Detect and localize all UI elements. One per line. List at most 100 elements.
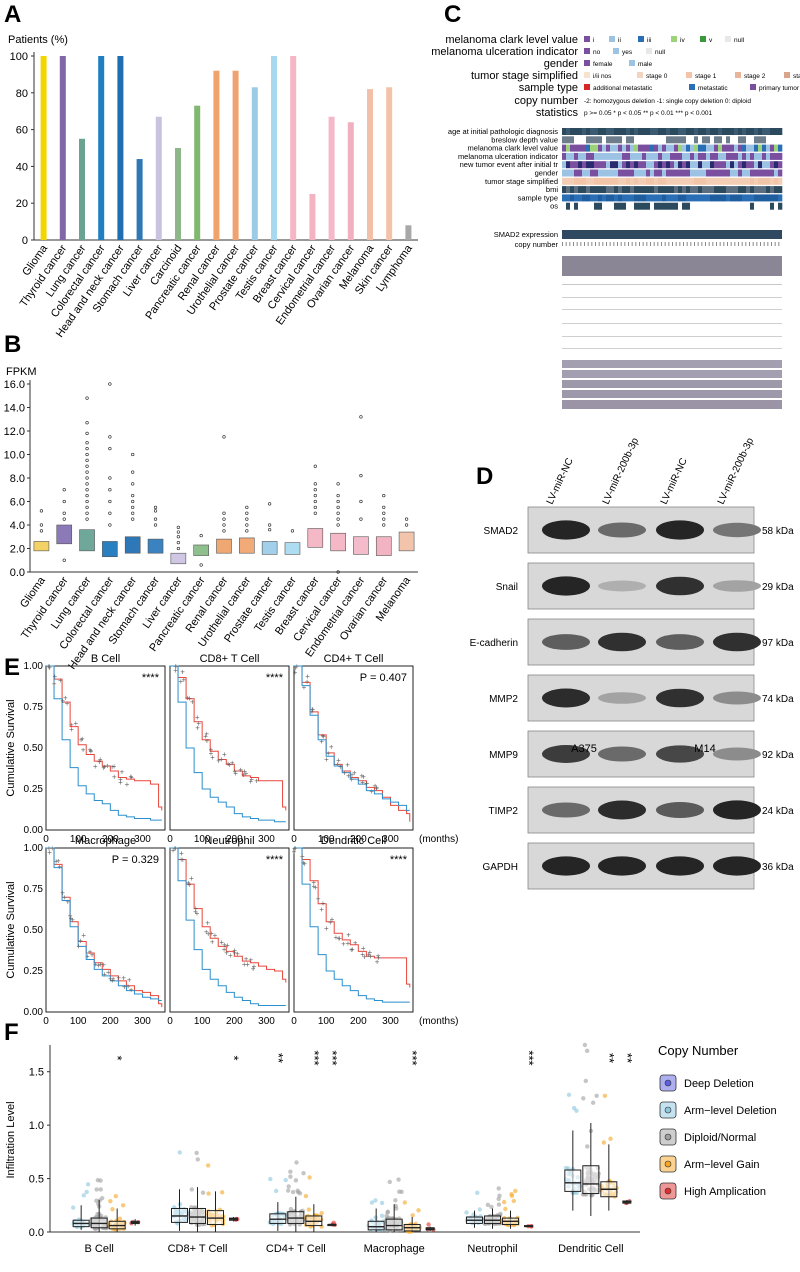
track-band (562, 380, 782, 388)
data-point (387, 1179, 392, 1185)
heatmap-cell (626, 152, 631, 160)
censor-mark: + (88, 745, 93, 754)
survival-frame (293, 847, 414, 1013)
heatmap-cell (590, 194, 595, 202)
data-point (369, 1200, 375, 1205)
blot-band (656, 576, 704, 596)
copy-number-tick (609, 242, 611, 246)
outlier-point (62, 511, 66, 515)
heatmap-cell (690, 136, 695, 144)
censor-mark: + (326, 749, 331, 758)
copy-number-tick (664, 242, 666, 246)
heatmap-cell (626, 194, 631, 202)
box-breast-cancer (307, 528, 324, 548)
legend-label: Deep Deletion (684, 1078, 754, 1090)
box-colorectal-cancer (102, 541, 118, 558)
heatmap-cell (750, 202, 755, 210)
heatmap-cell (618, 161, 623, 169)
data-point (393, 1203, 398, 1209)
censor-mark: + (185, 694, 190, 703)
censor-mark: + (126, 982, 131, 991)
heatmap-cell (614, 144, 619, 152)
heatmap-cell (766, 186, 771, 194)
heatmap-cell (702, 136, 707, 144)
heatmap-cell (662, 152, 667, 160)
heatmap-cell (698, 177, 703, 185)
outlier-point (85, 494, 89, 498)
x-tick-label: 200 (226, 1016, 243, 1027)
km-curve (294, 847, 410, 1003)
heatmap-cell (738, 177, 743, 185)
censor-mark: + (78, 936, 83, 945)
censor-mark: + (376, 951, 381, 960)
heatmap-cell (586, 128, 591, 135)
heatmap-cell (738, 128, 743, 135)
heatmap-cell (586, 186, 591, 194)
significance-stars: * (227, 1055, 242, 1060)
data-point (464, 1210, 469, 1215)
kda-label: 29 kDa (762, 582, 794, 593)
heatmap-cell (602, 194, 607, 202)
bar-liver-cancer (155, 116, 162, 240)
censor-mark: + (195, 713, 200, 722)
censor-mark: + (210, 753, 215, 762)
outlier-point (176, 530, 180, 534)
censor-mark: + (242, 767, 247, 776)
data-point (379, 1213, 385, 1218)
censor-mark: + (302, 683, 307, 692)
heatmap-cell (674, 144, 679, 152)
outlier-point (176, 525, 180, 529)
heatmap-cell (762, 169, 767, 177)
heatmap-cell (634, 136, 639, 144)
heatmap-cell (614, 202, 619, 210)
x-tick-label: 300 (382, 834, 399, 845)
y-tick-label: 0.25 (24, 966, 44, 977)
censor-mark: + (195, 909, 200, 918)
heatmap-cell (602, 144, 607, 152)
track-band (562, 400, 782, 409)
panel-c-heatmap: melanoma clark level value i ii iii iv v nullm… (431, 34, 800, 409)
panel-label-f: F (4, 1019, 19, 1046)
y-tick-label: 0.75 (24, 702, 44, 713)
heatmap-cell (742, 186, 747, 194)
heatmap-cell (646, 128, 651, 135)
bar-lung-cancer (79, 138, 85, 240)
x-tick-label: CD8+ T Cell (168, 1243, 228, 1255)
outlier-point (108, 499, 112, 504)
heatmap-cell (730, 186, 735, 194)
bar-thyroid-cancer (59, 56, 66, 240)
box-diploid-normal (385, 1218, 403, 1231)
box-endometrial-cancer (353, 536, 369, 555)
censor-mark: + (338, 762, 343, 771)
copy-number-tick (727, 242, 728, 246)
heatmap-cell (610, 152, 615, 160)
outlier-point (199, 533, 203, 538)
y-tick-label: 12.0 (4, 426, 25, 438)
heatmap-cell (698, 136, 703, 144)
heatmap-cell (622, 186, 627, 194)
heatmap-cell (726, 177, 731, 185)
significance-label: **** (142, 672, 160, 684)
heatmap-cell (610, 161, 615, 169)
censor-mark: + (241, 770, 246, 779)
blot-band (542, 688, 590, 708)
heatmap-cell (586, 169, 591, 177)
censor-mark: + (238, 765, 243, 774)
heatmap-cell (718, 177, 723, 185)
legend-item: i/ii nos (593, 73, 612, 80)
heatmap-cell (586, 194, 591, 202)
outlier-point (313, 499, 317, 504)
censor-mark: + (96, 961, 101, 970)
blot-band (656, 634, 704, 650)
heatmap-cell (674, 202, 679, 210)
heatmap-cell (738, 194, 743, 202)
heatmap-cell (610, 144, 615, 152)
data-point (496, 1186, 501, 1191)
censor-mark: + (46, 662, 51, 671)
outlier-point (108, 488, 112, 492)
censor-mark: + (193, 907, 198, 916)
legend-dot (664, 1079, 672, 1087)
copy-number-tick (679, 242, 681, 246)
data-point (268, 1176, 273, 1182)
censor-mark: + (313, 883, 318, 892)
